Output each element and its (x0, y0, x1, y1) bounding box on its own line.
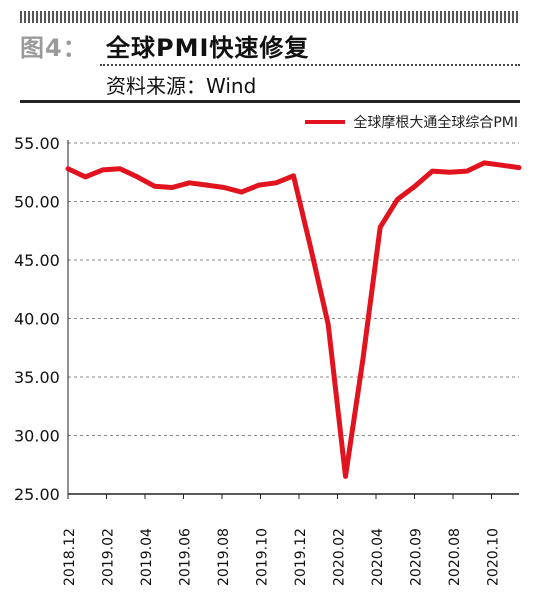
legend-line-swatch (305, 120, 346, 124)
y-tick-label: 40.00 (14, 310, 60, 329)
x-tick-label: 2020.10 (486, 528, 502, 586)
pmi-series-line (65, 160, 522, 479)
y-tick-label: 30.00 (14, 427, 60, 446)
title-dotted-divider (100, 64, 520, 66)
x-tick-label: 2020.04 (370, 528, 386, 586)
y-tick-label: 25.00 (14, 485, 60, 504)
x-tick-label: 2019.08 (216, 528, 232, 586)
source-note: 资料来源：Wind (106, 74, 257, 98)
x-tick-label: 2020.09 (409, 528, 425, 586)
y-tick-label: 35.00 (14, 368, 60, 387)
y-tick-label: 55.00 (14, 134, 60, 153)
y-tick-label: 50.00 (14, 193, 60, 212)
figure-label: 图4： (20, 34, 88, 62)
header-bottom-rule (20, 100, 520, 103)
chart-title: 全球PMI快速修复 (106, 34, 310, 62)
legend-series-label: 全球摩根大通全球综合PMI (353, 115, 518, 131)
x-tick-label: 2019.02 (101, 528, 117, 586)
x-tick-label: 2019.06 (178, 528, 194, 586)
x-tick-label: 2019.04 (139, 528, 155, 586)
y-tick-label: 45.00 (14, 251, 60, 270)
header-top-dash-rule (20, 11, 520, 23)
x-tick-label: 2019.10 (255, 528, 271, 586)
chart-legend: 全球摩根大通全球综合PMI (305, 112, 518, 132)
x-tick-label: 2020.02 (332, 528, 348, 586)
x-tick-label: 2020.08 (447, 528, 463, 586)
x-tick-label: 2019.12 (293, 528, 309, 586)
x-tick-label: 2018.12 (62, 528, 78, 586)
